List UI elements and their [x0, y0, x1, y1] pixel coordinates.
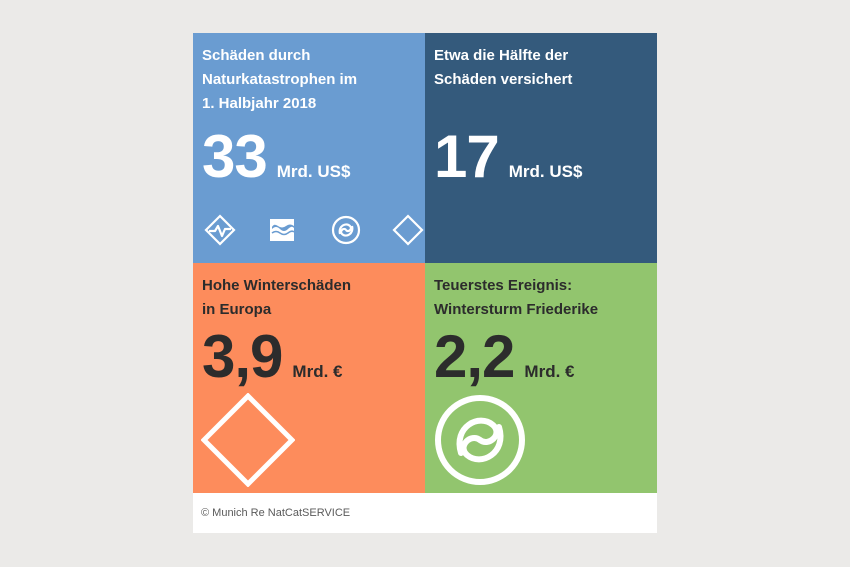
hazard-icons	[202, 214, 424, 246]
figure: 33 Mrd. US$	[202, 127, 350, 187]
earthquake-icon	[204, 214, 236, 246]
tile-headline: Etwa die Hälfte der Schäden versichert	[434, 47, 573, 88]
tile-headline: Teuerstes Ereignis: Wintersturm Friederi…	[434, 277, 599, 318]
tile-costliest-event: Teuerstes Ereignis: Wintersturm Friederi…	[425, 263, 657, 493]
source-credit: © Munich Re NatCatSERVICE	[201, 507, 351, 519]
tile-total-losses: Schäden durch Naturkatastrophen im 1. Ha…	[193, 33, 425, 263]
diamond-icon	[201, 393, 295, 487]
figure-number: 33	[202, 123, 268, 190]
figure-unit: Mrd. €	[292, 362, 343, 381]
tile-winter-losses: Hohe Winterschäden in Europa 3,9 Mrd. €	[193, 263, 425, 493]
figure-number: 2,2	[434, 323, 515, 390]
figure: 3,9 Mrd. €	[202, 327, 342, 387]
figure: 17 Mrd. US$	[434, 127, 582, 187]
figure-unit: Mrd. €	[524, 362, 575, 381]
storm-icon	[330, 214, 362, 246]
tile-headline: Schäden durch Naturkatastrophen im 1. Ha…	[202, 47, 358, 112]
figure-number: 3,9	[202, 323, 283, 390]
tile-insured-losses: Etwa die Hälfte der Schäden versichert 1…	[425, 33, 657, 263]
diamond-icon	[392, 214, 424, 246]
figure: 2,2 Mrd. €	[434, 327, 574, 387]
figure-unit: Mrd. US$	[508, 162, 583, 181]
infographic-card: Schäden durch Naturkatastrophen im 1. Ha…	[193, 33, 657, 533]
figure-number: 17	[434, 123, 500, 190]
storm-icon	[433, 393, 527, 487]
flood-icon	[266, 214, 298, 246]
tile-headline: Hohe Winterschäden in Europa	[202, 277, 352, 318]
figure-unit: Mrd. US$	[276, 162, 351, 181]
